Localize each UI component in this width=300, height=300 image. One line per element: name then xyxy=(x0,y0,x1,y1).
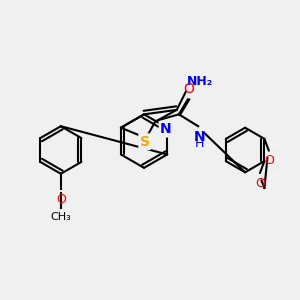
Text: N: N xyxy=(160,122,172,136)
Text: NH₂: NH₂ xyxy=(187,75,213,88)
Text: N: N xyxy=(194,130,206,144)
Text: O: O xyxy=(264,154,274,167)
Text: S: S xyxy=(140,135,150,149)
Text: H: H xyxy=(195,137,204,150)
Text: CH₃: CH₃ xyxy=(50,212,71,222)
Text: O: O xyxy=(56,193,66,206)
Text: O: O xyxy=(183,82,194,96)
Text: O: O xyxy=(255,177,265,190)
